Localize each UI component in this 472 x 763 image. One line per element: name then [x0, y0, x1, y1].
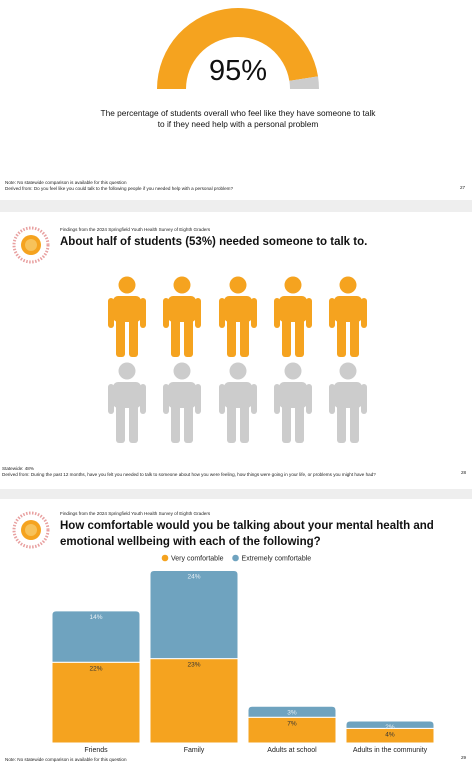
gauge: 95% [157, 8, 319, 89]
person-icon [163, 362, 201, 443]
chart: Very comfortable Extremely comfortable 22%… [51, 554, 435, 754]
logo [12, 511, 50, 549]
bar-segment [247, 705, 337, 718]
page-separator [0, 200, 472, 212]
gauge-value: 95% [209, 55, 267, 87]
caption: The percentage of students overall who f… [100, 108, 376, 129]
page-number: 28 [461, 470, 467, 475]
bar-segment [345, 720, 435, 729]
x-tick-label: Adults in the community [353, 747, 428, 754]
person-icon [329, 276, 367, 357]
person-icon [108, 362, 146, 443]
value-label: 22% [89, 665, 102, 672]
value-label: 23% [187, 662, 200, 669]
x-tick-label: Friends [84, 747, 108, 754]
legend-marker [161, 554, 169, 562]
x-tick-label: Adults at school [267, 747, 317, 754]
page-number: 29 [461, 755, 467, 760]
legend-marker [232, 554, 239, 562]
bar-segment [149, 570, 239, 660]
subtitle: Findings from the 2024 Springfield Youth… [60, 227, 211, 232]
value-label: 4% [385, 731, 395, 738]
bar-segment [51, 661, 141, 744]
legend-label: Extremely comfortable [242, 556, 312, 563]
value-label: 2% [385, 724, 395, 731]
bar-segment [51, 610, 141, 663]
note: Statewide: 48% [2, 466, 34, 471]
note: Note: No statewide comparison is availab… [5, 757, 127, 762]
title: How comfortable would you be talking abo… [60, 520, 434, 548]
subtitle: Findings from the 2024 Springfield Youth… [60, 511, 211, 516]
page-separator [0, 489, 472, 499]
bar-segment [149, 658, 239, 744]
legend-label: Very comfortable [171, 556, 224, 563]
logo [12, 226, 50, 264]
person-icon [219, 362, 257, 443]
person-icon [274, 276, 312, 357]
note: Derived from: Do you feel like you could… [5, 186, 234, 191]
person-icon [219, 276, 257, 357]
person-icon [108, 276, 146, 357]
x-tick-label: Family [184, 747, 205, 754]
value-label: 14% [89, 614, 102, 621]
person-icon [163, 276, 201, 357]
person-icon [274, 362, 312, 443]
title: About half of students (53%) needed some… [60, 236, 368, 248]
gauge-track [289, 76, 319, 89]
note: Derived from: During the past 12 months,… [2, 472, 376, 477]
note: Note: No statewide comparison is availab… [5, 180, 127, 185]
person-icon [329, 362, 367, 443]
icon-grid [108, 276, 367, 443]
value-label: 3% [287, 709, 297, 716]
page-number: 27 [460, 185, 466, 190]
gauge-fill [157, 8, 319, 89]
value-label: 24% [187, 574, 200, 581]
value-label: 7% [287, 720, 297, 727]
